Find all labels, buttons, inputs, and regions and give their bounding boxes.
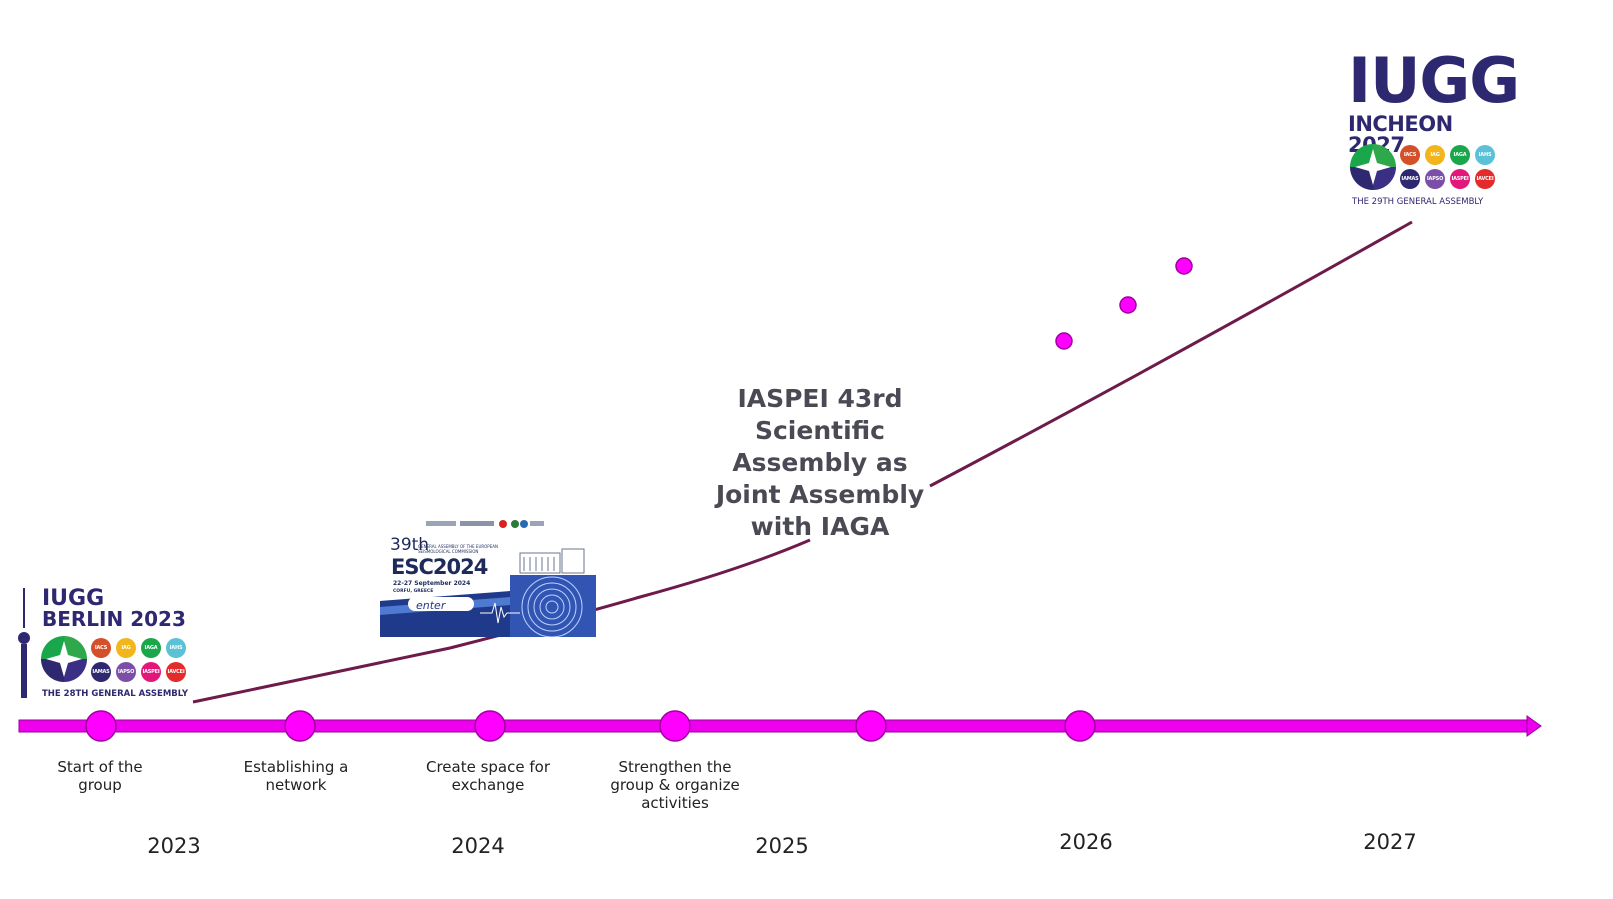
assoc-iaga-2027: IAGA — [1450, 145, 1470, 165]
step-label-1: Start of the group — [25, 758, 175, 794]
milestone-line5: with IAGA — [750, 512, 890, 541]
milestone-line3: Assembly as — [732, 448, 908, 477]
incheon-association-grid: IACS IAG IAGA IAHS IAMAS IAPSO IASPEI IA… — [1400, 145, 1495, 189]
iugg-incheon-logo: IUGG INCHEON 2027 IACS IAG IAGA IAHS IAM… — [1346, 48, 1520, 210]
esc-banner-graphic — [380, 575, 596, 637]
year-label-2025: 2025 — [755, 834, 809, 858]
assoc-iag: IAG — [116, 638, 136, 658]
step-label-1-line2: group — [78, 776, 122, 794]
esc-building-icon — [519, 548, 585, 574]
timeline-arrowhead — [1526, 715, 1542, 737]
step-label-1-line1: Start of the — [57, 758, 143, 776]
incheon-footer: THE 29TH GENERAL ASSEMBLY — [1352, 197, 1484, 207]
step-label-2-line2: network — [265, 776, 327, 794]
assoc-iacs-2027: IACS — [1400, 145, 1420, 165]
step-label-4: Strengthen the group & organize activiti… — [600, 758, 750, 812]
iugg-compass-icon — [41, 636, 87, 682]
timeline-node-2 — [284, 710, 316, 742]
assoc-iavcei: IAVCEI — [166, 662, 186, 682]
milestone-iaspei: IASPEI 43rd Scientific Assembly as Joint… — [715, 383, 925, 543]
iugg-compass-icon-2027 — [1350, 144, 1396, 190]
milestone-line2: Scientific — [754, 416, 886, 445]
timeline-node-3 — [474, 710, 506, 742]
trend-curve-upper — [929, 220, 1413, 488]
esc-brand: ESC2024 — [391, 555, 488, 579]
esc-place: CORFU, GREECE — [393, 589, 434, 594]
timeline-node-5 — [855, 710, 887, 742]
step-label-3-line1: Create space for — [425, 758, 550, 776]
assoc-iapso: IAPSO — [116, 662, 136, 682]
milestone-line4: Joint Assembly — [715, 480, 925, 509]
assoc-iaga: IAGA — [141, 638, 161, 658]
incheon-line1: IUGG — [1348, 44, 1520, 117]
year-label-2027: 2027 — [1363, 830, 1417, 854]
timeline-node-1 — [85, 710, 117, 742]
esc2024-logo: 39th GENERAL ASSEMBLY OF THE EUROPEAN SE… — [380, 517, 596, 637]
esc-dates: 22-27 September 2024 — [393, 580, 471, 587]
assoc-iamas-2027: IAMAS — [1400, 169, 1420, 189]
berlin-line2: BERLIN 2023 — [42, 607, 186, 631]
iugg-berlin-logo: IUGG BERLIN 2023 IACS IAG IAGA IAHS IAMA… — [14, 586, 194, 704]
step-label-2: Establishing a network — [221, 758, 371, 794]
step-label-4-line2: group & organize — [610, 776, 740, 794]
berlin-association-grid: IACS IAG IAGA IAHS IAMAS IAPSO IASPEI IA… — [91, 638, 186, 682]
berlin-line1: IUGG — [42, 586, 105, 611]
step-label-2-line1: Establishing a — [243, 758, 349, 776]
year-label-2026: 2026 — [1059, 830, 1113, 854]
assoc-iag-2027: IAG — [1425, 145, 1445, 165]
assoc-iahs-2027: IAHS — [1475, 145, 1495, 165]
assoc-iapso-2027: IAPSO — [1425, 169, 1445, 189]
step-label-3: Create space for exchange — [413, 758, 563, 794]
ellipsis-dot-1 — [1055, 332, 1073, 350]
esc-number: 39th — [390, 535, 430, 555]
ellipsis-dot-2 — [1119, 296, 1137, 314]
assoc-iahs: IAHS — [166, 638, 186, 658]
step-label-4-line1: Strengthen the — [618, 758, 732, 776]
assoc-iacs: IACS — [91, 638, 111, 658]
assoc-iamas: IAMAS — [91, 662, 111, 682]
assoc-iavcei-2027: IAVCEI — [1475, 169, 1495, 189]
esc-subtitle-line1: GENERAL ASSEMBLY OF THE EUROPEAN — [418, 544, 498, 549]
ellipsis-dot-3 — [1175, 257, 1193, 275]
milestone-line1: IASPEI 43rd — [737, 384, 903, 413]
berlin-footer: THE 28TH GENERAL ASSEMBLY — [42, 689, 189, 699]
sponsor-logos-strip — [426, 520, 544, 528]
year-label-2024: 2024 — [451, 834, 505, 858]
assoc-iaspei: IASPEI — [141, 662, 161, 682]
timeline-axis — [18, 719, 1530, 733]
esc-enter-button[interactable]: enter — [416, 599, 446, 612]
year-label-2023: 2023 — [147, 834, 201, 858]
assoc-iaspei-2027: IASPEI — [1450, 169, 1470, 189]
esc-subtitle-line2: SEISMOLOGICAL COMMISSION — [418, 549, 479, 554]
step-label-4-line3: activities — [641, 794, 709, 812]
timeline-node-6 — [1064, 710, 1096, 742]
timeline-node-4 — [659, 710, 691, 742]
tv-tower-icon — [18, 588, 30, 698]
step-label-3-line2: exchange — [451, 776, 525, 794]
